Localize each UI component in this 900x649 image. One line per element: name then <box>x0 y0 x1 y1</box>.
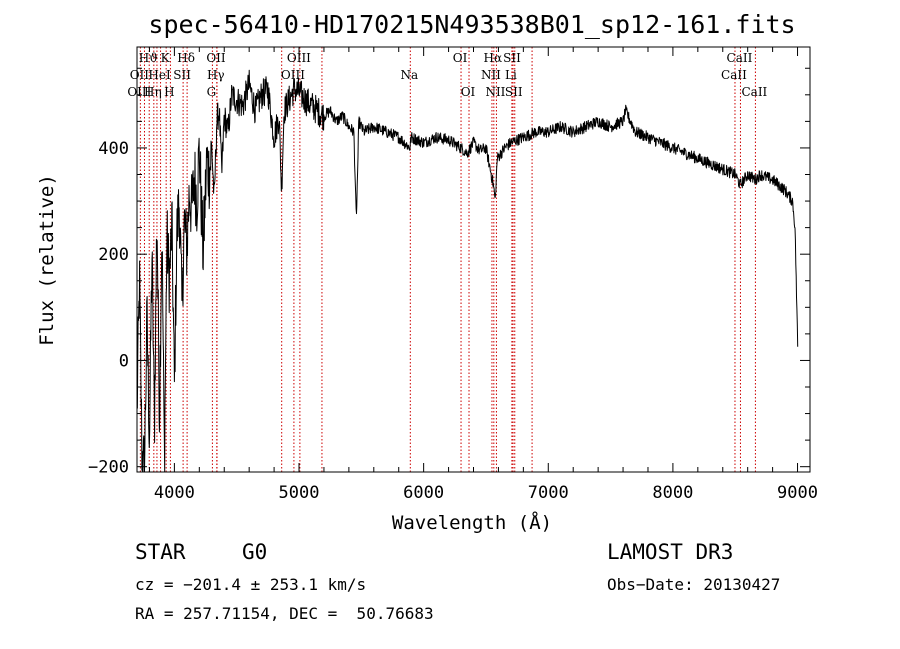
coordinates: RA = 257.71154, DEC = 50.76683 <box>135 604 434 623</box>
x-tick-label: 9000 <box>777 483 818 503</box>
x-axis-label: Wavelength (Å) <box>392 511 552 534</box>
marker-label: OII <box>130 68 150 82</box>
x-tick-label: 6000 <box>403 483 444 503</box>
marker-label: OI <box>453 51 468 65</box>
marker-label: NII <box>485 85 505 99</box>
x-tick-label: 5000 <box>279 483 320 503</box>
marker-label: Hα <box>484 51 503 65</box>
marker-label: Na <box>400 68 418 82</box>
y-tick-label: 200 <box>98 245 129 265</box>
x-tick-label: 4000 <box>154 483 195 503</box>
marker-label: Hϑ <box>139 51 158 65</box>
marker-label: H <box>164 85 174 99</box>
marker-label: Li <box>505 68 517 82</box>
marker-label: K <box>161 51 171 65</box>
y-tick-label: 0 <box>119 351 129 371</box>
marker-label: Hγ <box>207 68 225 82</box>
marker-label: G <box>207 85 217 99</box>
marker-label: OIII <box>287 51 311 65</box>
marker-label: Hη <box>144 85 162 99</box>
survey-name: LAMOST DR3 <box>607 540 734 564</box>
axis-ticks: 4000 5000 6000 7000 8000 9000 −200 0 200 400 <box>88 47 818 503</box>
marker-label: HeI <box>148 68 171 82</box>
object-class: STAR <box>135 540 186 564</box>
marker-label: CaII <box>727 51 753 65</box>
marker-label: SII <box>503 51 521 65</box>
marker-label: OIII <box>127 85 151 99</box>
marker-label: SII <box>505 85 523 99</box>
obs-date: Obs−Date: 20130427 <box>607 575 781 594</box>
y-axis-label: Flux (relative) <box>36 174 58 346</box>
x-tick-label: 7000 <box>528 483 569 503</box>
marker-label: Hδ <box>177 51 195 65</box>
marker-label: OI <box>461 85 476 99</box>
y-tick-label: 400 <box>98 139 129 159</box>
marker-label: OII <box>206 51 226 65</box>
spectral-line-markers <box>139 47 756 472</box>
redshift-readout: cz = −201.4 ± 253.1 km/s <box>135 575 367 594</box>
marker-label: NII <box>481 68 501 82</box>
chart-title: spec-56410-HD170215N493538B01_sp12-161.f… <box>148 10 795 39</box>
spectrum-line <box>136 69 799 473</box>
y-tick-label: −200 <box>88 458 129 478</box>
marker-label: CaII <box>721 68 747 82</box>
object-subclass: G0 <box>242 540 268 564</box>
marker-label: CaII <box>741 85 767 99</box>
x-tick-label: 8000 <box>652 483 693 503</box>
plot-frame <box>136 46 811 473</box>
marker-label: SII <box>173 68 191 82</box>
marker-label: OIII <box>281 68 305 82</box>
